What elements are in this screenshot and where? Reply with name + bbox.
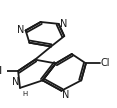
Text: N: N: [12, 77, 19, 87]
Text: N: N: [60, 19, 67, 29]
Text: H: H: [22, 91, 27, 97]
Text: Cl: Cl: [101, 58, 110, 68]
Text: I: I: [0, 66, 2, 76]
Text: N: N: [62, 90, 70, 100]
Text: N: N: [17, 25, 25, 35]
